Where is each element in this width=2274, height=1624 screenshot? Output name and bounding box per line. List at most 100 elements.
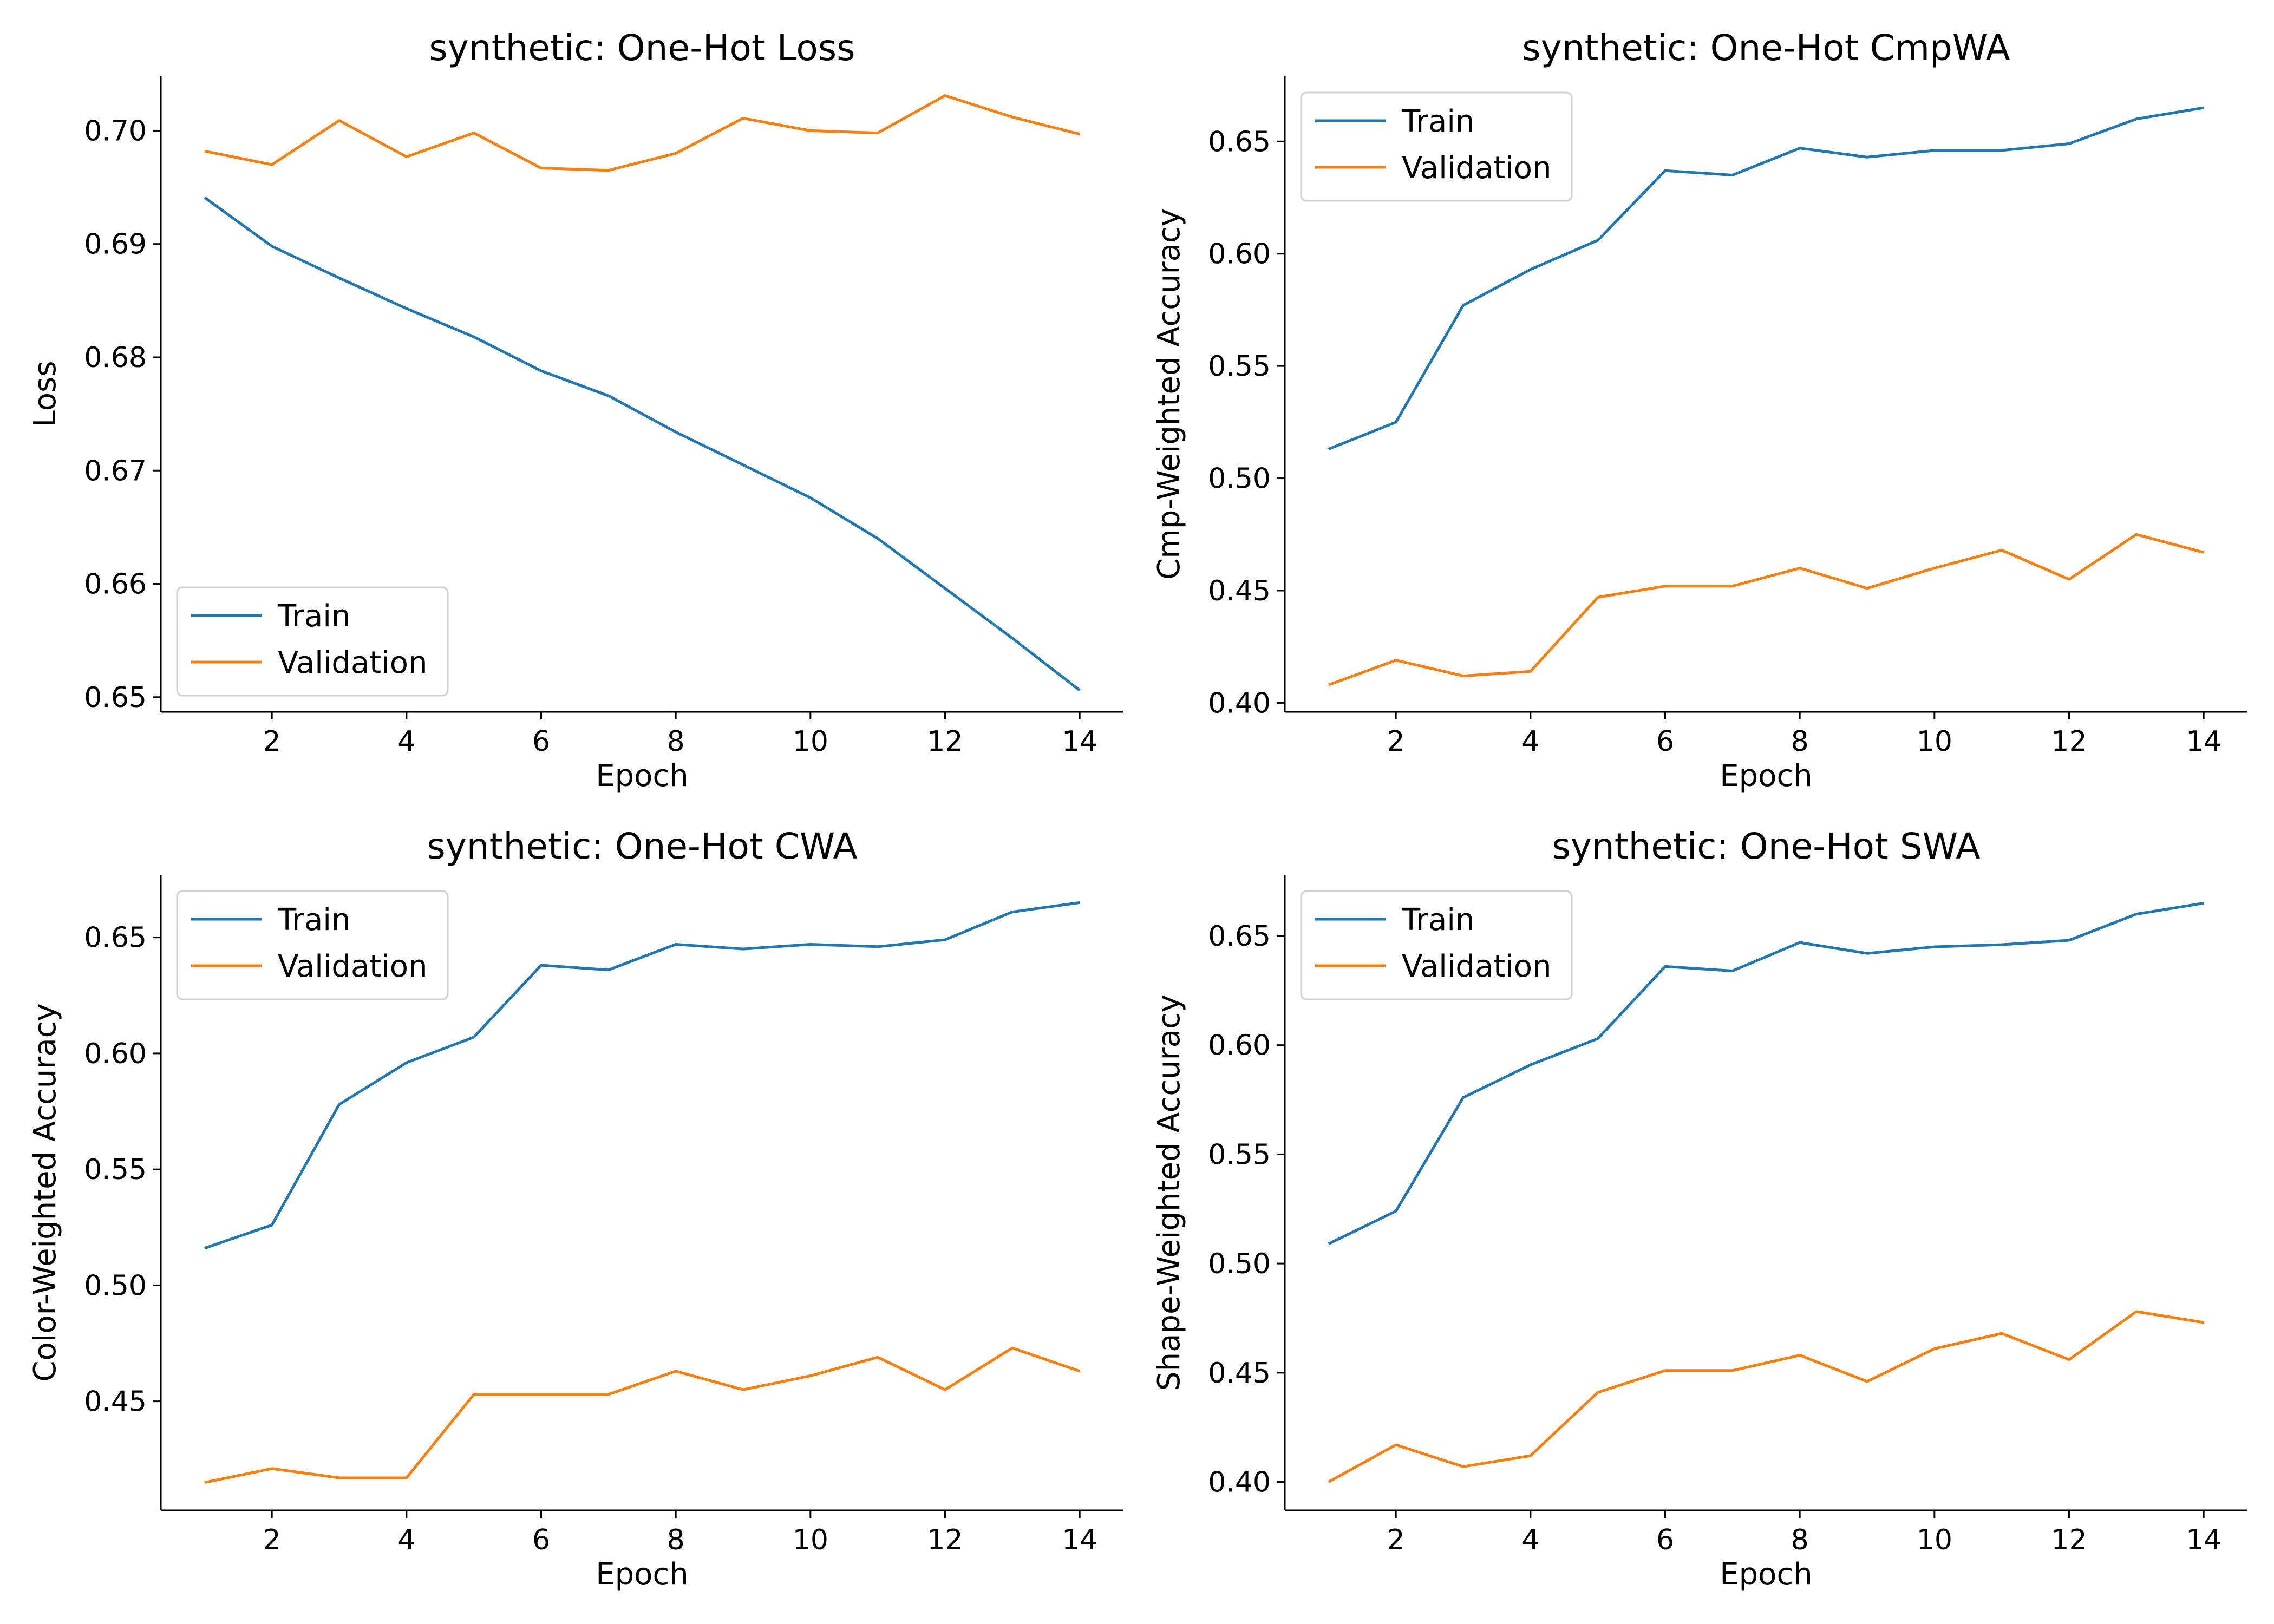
x-tick-label: 8 xyxy=(1791,725,1809,758)
data-point-train xyxy=(540,965,541,966)
x-tick-label: 4 xyxy=(1521,1524,1539,1556)
data-point-train xyxy=(1012,912,1013,913)
data-point-validation xyxy=(1530,671,1531,672)
legend-label-train: Train xyxy=(1401,902,1474,938)
data-point-train xyxy=(1597,240,1598,241)
data-point-train xyxy=(877,538,878,539)
data-point-validation xyxy=(2001,549,2002,551)
data-point-validation xyxy=(1934,568,1935,569)
x-tick-label: 14 xyxy=(2186,725,2221,758)
data-point-train xyxy=(743,948,744,949)
data-point-validation xyxy=(608,1394,609,1395)
legend-label-train: Train xyxy=(277,902,350,938)
chart-panel-1: 2 4 6 8 10 12 14 0.65 0.66 0.67 0.68 0.69 0.70 synthe… xyxy=(28,27,1123,794)
data-point-train xyxy=(338,1104,339,1105)
data-point-validation xyxy=(1597,597,1598,598)
chart-panel-3: 2 4 6 8 10 12 14 0.45 0.50 0.55 0.60 0.65 synthetic:… xyxy=(28,826,1123,1592)
chart-title: synthetic: One-Hot CWA xyxy=(427,826,857,867)
legend: Train Validation xyxy=(1300,91,1573,202)
data-point-train xyxy=(406,308,407,309)
y-axis-label: Cmp-Weighted Accuracy xyxy=(1152,208,1187,580)
x-tick-label: 10 xyxy=(1917,1524,1952,1556)
legend-label-validation: Validation xyxy=(1402,150,1552,186)
data-point-train xyxy=(945,588,946,589)
data-point-train xyxy=(877,946,878,947)
data-point-validation xyxy=(608,170,609,171)
data-point-validation xyxy=(406,1477,407,1478)
x-tick-label: 2 xyxy=(1387,1524,1405,1556)
data-point-train xyxy=(1732,971,1733,972)
data-point-train xyxy=(473,336,474,337)
data-point-train xyxy=(271,1224,272,1226)
x-tick-label: 14 xyxy=(1062,1524,1097,1556)
data-point-train xyxy=(1079,690,1080,691)
data-point-train xyxy=(675,944,676,945)
data-point-validation xyxy=(2203,1322,2204,1323)
x-tick-label: 14 xyxy=(2186,1524,2221,1556)
y-tick-label: 0.40 xyxy=(1208,1466,1271,1499)
x-tick-label: 8 xyxy=(667,1524,685,1556)
x-tick-label: 12 xyxy=(2051,725,2087,758)
data-point-validation xyxy=(1732,586,1733,587)
chart-title: synthetic: One-Hot SWA xyxy=(1552,826,1980,867)
data-point-validation xyxy=(1395,1444,1396,1445)
data-point-validation xyxy=(743,1389,744,1390)
data-point-train xyxy=(1799,942,1800,943)
y-tick-label: 0.45 xyxy=(84,1386,147,1418)
data-point-train xyxy=(1530,1064,1531,1065)
data-point-validation xyxy=(2069,579,2070,580)
data-point-train xyxy=(338,277,339,278)
legend: Train Validation xyxy=(1300,890,1573,1000)
y-tick-label: 0.67 xyxy=(84,455,147,487)
data-point-train xyxy=(406,1062,407,1063)
data-point-validation xyxy=(204,150,205,152)
x-tick-label: 4 xyxy=(397,725,415,758)
data-point-train xyxy=(2069,940,2070,941)
data-point-validation xyxy=(675,153,676,154)
x-tick-label: 2 xyxy=(263,725,281,758)
series-line-validation xyxy=(204,1346,1081,1484)
x-tick-label: 2 xyxy=(263,1524,281,1556)
legend-label-validation: Validation xyxy=(1402,949,1552,984)
x-axis-label: Epoch xyxy=(596,758,688,794)
y-tick-label: 0.65 xyxy=(84,682,147,714)
data-point-train xyxy=(204,197,205,198)
y-tick-label: 0.60 xyxy=(84,1038,147,1070)
data-point-validation xyxy=(810,130,811,131)
data-point-train xyxy=(2001,150,2002,151)
data-point-train xyxy=(1867,953,1868,954)
data-point-validation xyxy=(1867,1381,1868,1382)
data-point-train xyxy=(540,370,541,371)
data-point-validation xyxy=(1328,684,1329,685)
series-line-train xyxy=(204,196,1081,692)
legend: Train Validation xyxy=(176,586,449,697)
data-point-train xyxy=(2136,119,2137,120)
data-point-validation xyxy=(1079,134,1080,135)
x-tick-label: 10 xyxy=(1917,725,1952,758)
data-point-validation xyxy=(338,120,339,121)
y-tick-label: 0.65 xyxy=(1208,126,1271,158)
data-point-train xyxy=(1732,175,1733,176)
y-tick-label: 0.45 xyxy=(1208,575,1271,607)
data-point-validation xyxy=(473,1394,474,1395)
chart-title: synthetic: One-Hot Loss xyxy=(429,27,855,69)
data-point-train xyxy=(1934,946,1935,947)
chart-panel-4: 2 4 6 8 10 12 14 0.40 0.45 0.50 0.55 0.60 0.65 synthe… xyxy=(1152,826,2247,1592)
data-point-train xyxy=(810,944,811,945)
data-point-train xyxy=(271,246,272,247)
y-tick-label: 0.45 xyxy=(1208,1357,1271,1390)
y-tick-label: 0.68 xyxy=(84,342,147,374)
data-point-validation xyxy=(877,133,878,134)
x-axis-label: Epoch xyxy=(1720,758,1812,794)
data-point-validation xyxy=(1462,676,1463,677)
data-point-train xyxy=(1012,638,1013,639)
y-tick-label: 0.70 xyxy=(84,115,147,147)
data-point-validation xyxy=(743,117,744,119)
y-tick-label: 0.60 xyxy=(1208,238,1271,271)
y-tick-label: 0.50 xyxy=(1208,463,1271,495)
data-point-train xyxy=(1934,150,1935,151)
data-point-validation xyxy=(271,164,272,165)
x-tick-label: 6 xyxy=(532,725,550,758)
y-axis-label: Color-Weighted Accuracy xyxy=(28,1003,63,1381)
data-point-validation xyxy=(204,1482,205,1483)
